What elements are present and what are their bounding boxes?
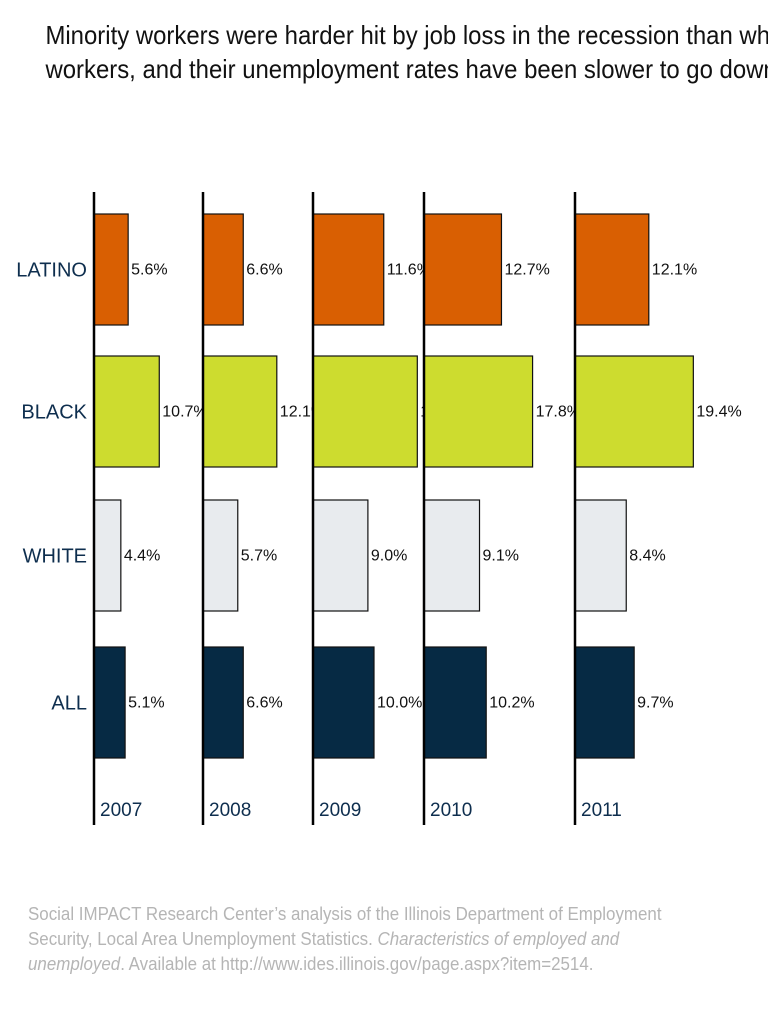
chart-title: Minority workers were harder hit by job … (45, 18, 768, 86)
value-label-2008-latino: 6.6% (246, 262, 282, 279)
bar-2011-all (574, 646, 635, 759)
bar-2011-white (574, 499, 627, 612)
value-label-2007-latino: 5.6% (131, 262, 167, 279)
source-text-italic: Characteristics of employed and unemploy… (28, 929, 620, 974)
bar-2007-black (93, 355, 160, 468)
category-labels: LATINO BLACK WHITE ALL (16, 260, 87, 715)
value-label-2007-white: 4.4% (124, 548, 160, 565)
panel-2010: 12.7% 17.8% 9.1% 10.2% 2010 (422, 192, 581, 825)
panel-2007: 5.6% 10.7% 4.4% 5.1% 2007 (92, 192, 208, 825)
panel-2011: 12.1% 19.4% 8.4% 9.7% 2011 (573, 192, 742, 825)
bar-2008-latino (202, 213, 244, 326)
year-label-2008: 2008 (209, 800, 251, 821)
source-text-2: . Available at http://www.ides.illinois.… (120, 954, 594, 974)
value-label-2010-white: 9.1% (483, 548, 519, 565)
source-text-1: Social IMPACT Research Center’s analysis… (28, 904, 662, 949)
source-note: Social IMPACT Research Center’s analysis… (28, 902, 705, 977)
bar-2007-white (93, 499, 122, 612)
value-label-2011-black: 19.4% (696, 404, 741, 421)
chart-title-line1: Minority workers were harder hit by job … (45, 20, 768, 50)
bar-2010-latino (423, 213, 503, 326)
bar-2010-all (423, 646, 487, 759)
bar-2009-latino (312, 213, 385, 326)
value-label-2007-black: 10.7% (162, 404, 207, 421)
bar-2011-black (574, 355, 694, 468)
category-label-all: ALL (51, 693, 87, 715)
value-label-2010-all: 10.2% (489, 695, 534, 712)
value-label-2010-black: 17.8% (536, 404, 581, 421)
category-label-latino: LATINO (16, 260, 87, 282)
value-label-2011-all: 9.7% (637, 695, 673, 712)
year-label-2009: 2009 (319, 800, 361, 821)
value-label-2011-latino: 12.1% (652, 262, 697, 279)
bar-2009-black (312, 355, 418, 468)
value-label-2007-all: 5.1% (128, 695, 164, 712)
value-label-2009-white: 9.0% (371, 548, 407, 565)
value-label-2008-all: 6.6% (246, 695, 282, 712)
bar-2009-all (312, 646, 375, 759)
category-label-white: WHITE (23, 546, 87, 568)
bar-2011-latino (574, 213, 650, 326)
year-panels: 5.6% 10.7% 4.4% 5.1% 2007 6.6% 12.1% 5.7% 6.6% 20… (92, 192, 742, 825)
bar-2008-white (202, 499, 239, 612)
bar-2010-white (423, 499, 481, 612)
value-label-2009-latino: 11.6% (387, 262, 431, 279)
bar-chart: LATINO BLACK WHITE ALL 5.6% 10.7% 4.4% 5.1% 200… (16, 192, 742, 825)
category-label-black: BLACK (21, 402, 87, 424)
value-label-2008-white: 5.7% (241, 548, 277, 565)
panel-2009: 11.6%17.1%9.0%10.0%2009 (311, 192, 466, 825)
value-label-2010-latino: 12.7% (504, 262, 549, 279)
year-label-2011: 2011 (581, 800, 622, 821)
bar-2007-latino (93, 213, 129, 326)
year-label-2010: 2010 (430, 800, 472, 821)
value-label-2009-all: 10.0% (377, 695, 422, 712)
bar-2008-all (202, 646, 244, 759)
value-label-2011-white: 8.4% (629, 548, 665, 565)
chart-title-line2: workers, and their unemployment rates ha… (45, 54, 768, 84)
bar-2009-white (312, 499, 369, 612)
bar-2008-black (202, 355, 278, 468)
panel-2008: 6.6%12.1%5.7%6.6%2008 (201, 192, 325, 825)
bar-2007-all (93, 646, 126, 759)
bar-2010-black (423, 355, 534, 468)
year-label-2007: 2007 (100, 800, 142, 821)
